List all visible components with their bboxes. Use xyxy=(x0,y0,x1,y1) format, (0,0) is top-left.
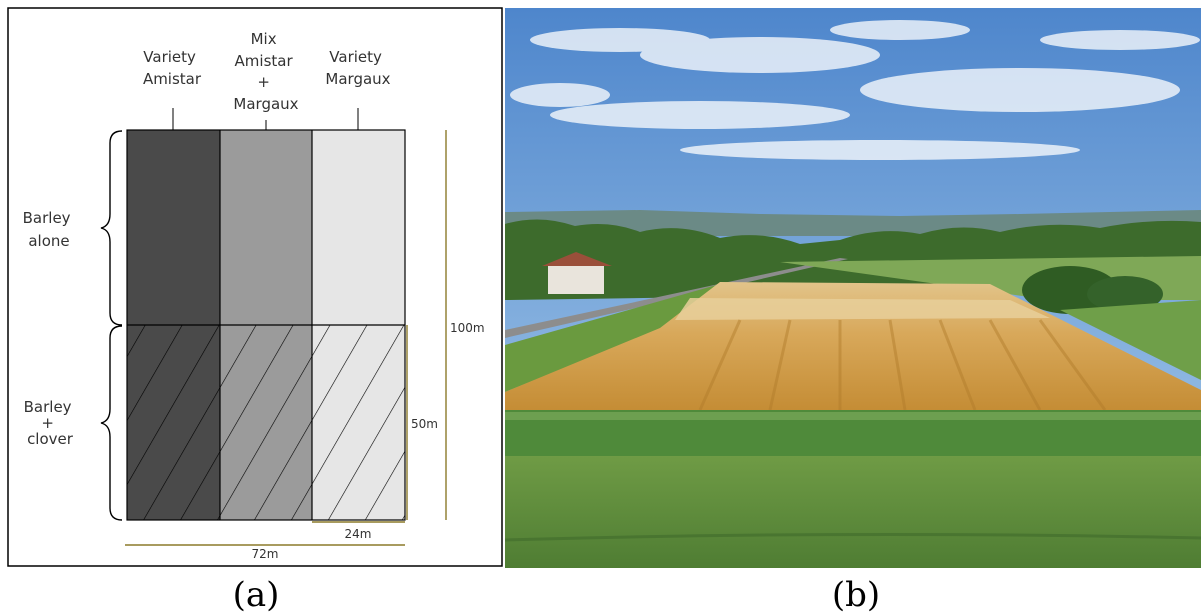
panel-a-diagram: Variety Amistar Mix Amistar + Margaux Va… xyxy=(7,7,503,567)
row-label-alone: Barley alone xyxy=(23,209,76,250)
column-label-margaux: Variety Margaux xyxy=(325,48,390,88)
plot-amistar-alone xyxy=(127,130,220,325)
dimension-label-24m: 24m xyxy=(345,527,372,541)
clouds xyxy=(510,20,1200,160)
wheat-stripes xyxy=(698,319,1107,411)
caption-b: (b) xyxy=(832,575,880,612)
column-label-amistar: Variety Amistar xyxy=(143,48,202,88)
clover-hatching xyxy=(127,325,405,520)
plot-mix-alone xyxy=(220,130,312,325)
brace-clover xyxy=(100,325,123,521)
house xyxy=(548,264,604,294)
foreground-grass xyxy=(505,456,1201,568)
field-photo xyxy=(504,8,1201,568)
dimension-label-72m: 72m xyxy=(252,547,279,561)
brace-alone xyxy=(100,130,123,326)
plot-margaux-alone xyxy=(312,130,405,325)
dimension-label-50m: 50m xyxy=(411,417,438,431)
column-label-mix: Mix Amistar + Margaux xyxy=(233,30,298,113)
caption-a: (a) xyxy=(233,575,280,612)
dimension-label-100m: 100m xyxy=(450,321,485,335)
row-label-clover: Barley + clover xyxy=(24,398,77,448)
